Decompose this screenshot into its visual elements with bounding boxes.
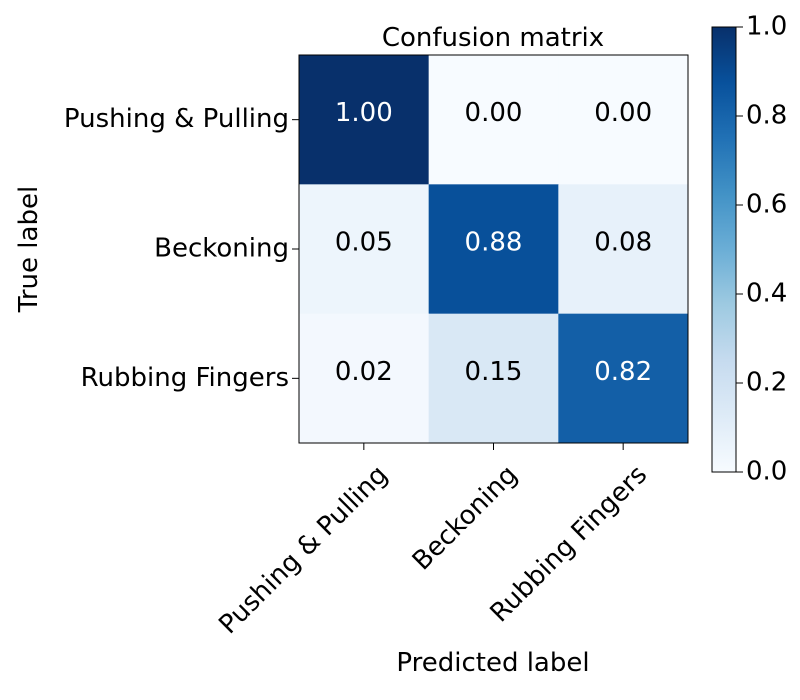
chart-title: Confusion matrix (382, 23, 604, 53)
cell-value-label-r2-c1: 0.15 (465, 357, 523, 387)
heatmap-cell-r0-c1 (428, 55, 559, 185)
y-tick-label: Rubbing Fingers (81, 363, 289, 393)
colorbar (711, 26, 737, 473)
colorbar-ticks: 0.0 0.2 0.4 0.6 0.8 1.0 (736, 12, 787, 487)
cell-value-label-r0-c1: 0.00 (465, 98, 523, 128)
x-tick-label: Beckoning (407, 460, 524, 577)
cell-value-label-r1-c0: 0.05 (335, 228, 393, 258)
heatmap-cell-r1-c0 (299, 184, 430, 315)
colorbar-tick-label: 0.8 (746, 101, 787, 131)
heatmap-cells: 1.00 0.00 0.00 0.05 0.88 0.08 0.02 0.15 0.82 (299, 55, 689, 444)
x-axis-label: Predicted label (396, 648, 589, 678)
cell-value-label-r2-c2: 0.82 (594, 357, 652, 387)
heatmap-cell-r1-c1 (428, 184, 559, 315)
heatmap-cell-r2-c0 (299, 313, 430, 444)
y-tick-label: Beckoning (154, 234, 289, 264)
colorbar-tick-label: 1.0 (746, 12, 787, 42)
heatmap-cell-r0-c2 (558, 55, 689, 185)
colorbar-tick-label: 0.0 (746, 457, 787, 487)
x-tick-label: Pushing & Pulling (213, 460, 393, 640)
cell-value-label-r0-c0: 1.00 (335, 98, 393, 128)
colorbar-tick-label: 0.6 (746, 190, 787, 220)
heatmap-cell-r1-c2 (558, 184, 689, 315)
colorbar-tick-label: 0.2 (746, 368, 787, 398)
cell-value-label-r0-c2: 0.00 (594, 98, 652, 128)
cell-value-label-r1-c2: 0.08 (594, 228, 652, 258)
heatmap-cell-r2-c2 (558, 313, 689, 444)
y-axis-label: True label (14, 186, 44, 313)
cell-value-label-r1-c1: 0.88 (465, 228, 523, 258)
heatmap-cell-r0-c0 (299, 55, 430, 185)
cell-value-label-r2-c0: 0.02 (335, 357, 393, 387)
colorbar-tick-label: 0.4 (746, 279, 787, 309)
y-axis-ticks: Pushing & Pulling Beckoning Rubbing Finger… (64, 104, 299, 393)
y-tick-label: Pushing & Pulling (64, 104, 289, 134)
heatmap-cell-r2-c1 (428, 313, 559, 444)
